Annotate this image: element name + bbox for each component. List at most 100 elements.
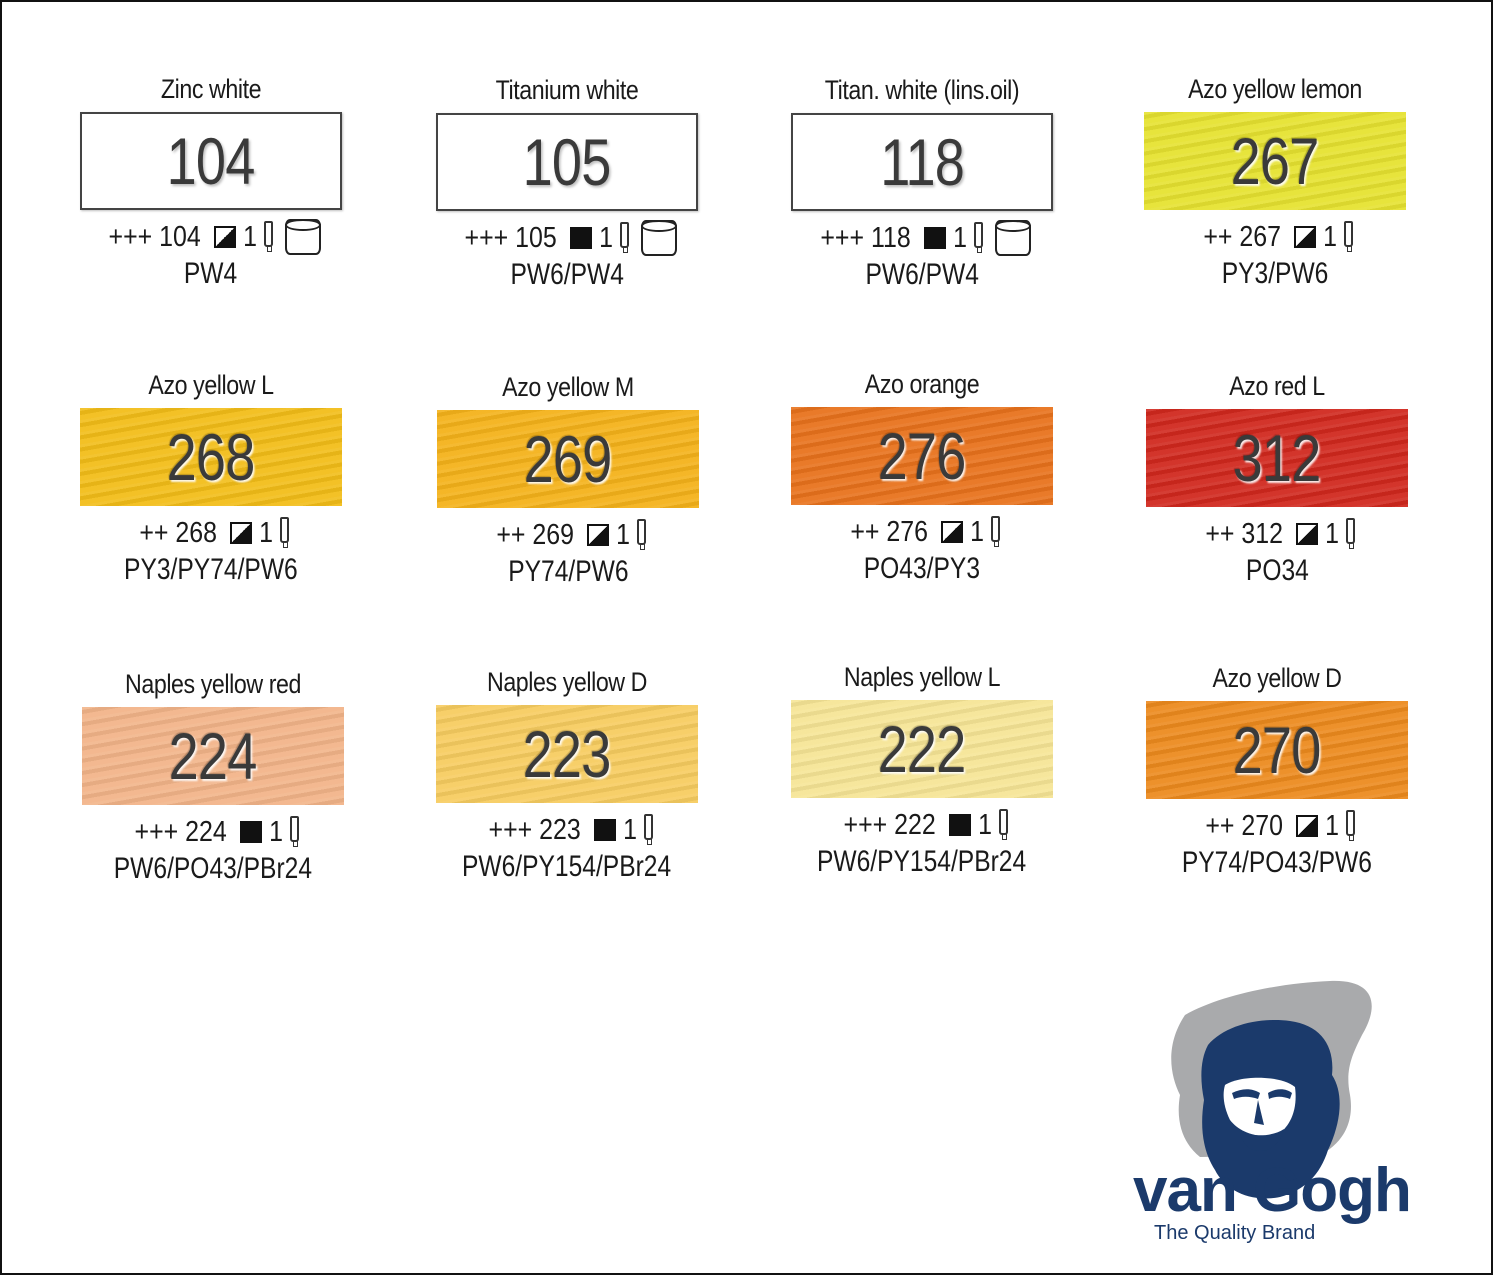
swatch-number: 269 <box>524 422 613 496</box>
swatch-card: Azo orange 276 ++ 276 1 PO43/PY3 <box>791 367 1053 587</box>
swatch-number: 267 <box>1231 124 1320 198</box>
semi-opaque-icon <box>586 524 609 546</box>
series-number: 1 <box>1324 518 1339 550</box>
swatch-info: +++ 118 1 <box>791 219 1053 257</box>
swatch-info: ++ 270 1 <box>1146 807 1408 845</box>
swatch-name: Naples yellow red <box>125 669 301 699</box>
swatch-info: +++ 105 1 <box>436 219 698 257</box>
pigment-code: PY74/PW6 <box>507 555 629 588</box>
rating-and-number: ++ 269 <box>496 519 575 551</box>
semi-opaque-icon <box>940 521 963 543</box>
swatch-number: 222 <box>878 712 967 786</box>
swatch-name: Azo yellow lemon <box>1188 74 1362 104</box>
swatch-card: Naples yellow L 222 +++ 222 1 PW6/PY154/P… <box>791 660 1053 880</box>
color-swatch: 104 <box>80 112 342 210</box>
opaque-icon <box>594 819 617 841</box>
swatch-info: ++ 268 1 <box>80 514 342 552</box>
opaque-icon <box>240 821 263 843</box>
color-swatch: 312 <box>1146 409 1408 507</box>
swatch-info: +++ 104 1 <box>80 218 342 256</box>
swatch-info: +++ 223 1 <box>436 811 698 849</box>
pigment-code: PW6/PO43/PBr24 <box>113 852 313 885</box>
tube-icon <box>636 519 646 550</box>
rating-and-number: ++ 267 <box>1203 221 1282 253</box>
rating-and-number: +++ 223 <box>488 814 581 846</box>
swatch-name: Azo yellow D <box>1212 663 1342 693</box>
color-swatch: 267 <box>1144 112 1406 210</box>
series-number: 1 <box>243 221 258 253</box>
swatch-card: Azo red L 312 ++ 312 1 PO34 <box>1146 369 1408 589</box>
rating-and-number: ++ 276 <box>850 516 929 548</box>
color-swatch: 268 <box>80 408 342 506</box>
rating-and-number: ++ 312 <box>1205 518 1284 550</box>
swatch-info: ++ 312 1 <box>1146 515 1408 553</box>
rating-and-number: +++ 104 <box>108 221 201 253</box>
series-number: 1 <box>1322 221 1337 253</box>
pigment-code: PW6/PW4 <box>865 258 979 291</box>
semi-opaque-icon <box>1295 815 1318 837</box>
swatch-number: 312 <box>1233 421 1322 495</box>
tube-icon <box>1345 518 1355 549</box>
swatch-number: 224 <box>169 719 258 793</box>
swatch-card: Zinc white 104 +++ 104 1 PW4 <box>80 72 342 292</box>
swatch-name: Azo yellow M <box>502 372 634 402</box>
rating-and-number: ++ 268 <box>139 517 218 549</box>
tube-icon <box>620 222 630 253</box>
swatch-info: ++ 267 1 <box>1144 218 1406 256</box>
brand-tagline: The Quality Brand <box>1154 1222 1316 1244</box>
color-swatch: 222 <box>791 700 1053 798</box>
tube-icon <box>264 221 274 252</box>
pigment-code: PO34 <box>1245 554 1309 587</box>
pigment-code: PW6/PY154/PBr24 <box>817 845 1027 878</box>
semi-opaque-icon <box>214 226 237 248</box>
color-swatch: 223 <box>436 705 698 803</box>
series-number: 1 <box>623 814 638 846</box>
opaque-icon <box>923 227 946 249</box>
series-number: 1 <box>978 809 993 841</box>
pigment-code: PY3/PY74/PW6 <box>124 553 298 586</box>
swatch-card: Naples yellow red 224 +++ 224 1 PW6/PO43/… <box>82 667 344 887</box>
color-swatch: 269 <box>437 410 699 508</box>
pigment-code: PW4 <box>184 257 238 290</box>
tube-icon <box>999 809 1009 840</box>
series-number: 1 <box>953 222 967 254</box>
series-number: 1 <box>969 516 984 548</box>
tube-icon <box>990 516 1000 547</box>
swatch-card: Naples yellow D 223 +++ 223 1 PW6/PY154/P… <box>436 665 698 885</box>
swatch-number: 118 <box>880 125 965 199</box>
tube-icon <box>1345 810 1355 841</box>
pigment-code: PW6/PW4 <box>510 258 624 291</box>
swatch-card: Azo yellow lemon 267 ++ 267 1 PY3/PW6 <box>1144 72 1406 292</box>
color-swatch: 105 <box>436 113 698 211</box>
series-number: 1 <box>599 222 614 254</box>
rating-and-number: ++ 270 <box>1205 810 1284 842</box>
swatch-name: Titan. white (lins.oil) <box>824 75 1020 105</box>
swatch-info: ++ 269 1 <box>437 516 699 554</box>
series-number: 1 <box>258 517 273 549</box>
swatch-card: Titanium white 105 +++ 105 1 PW6/PW4 <box>436 73 698 293</box>
swatch-number: 268 <box>167 420 256 494</box>
brand-name: van Gogh <box>1133 1156 1412 1225</box>
color-swatch: 118 <box>791 113 1053 211</box>
rating-and-number: +++ 118 <box>820 222 911 254</box>
rating-and-number: +++ 105 <box>464 222 557 254</box>
swatch-number: 276 <box>878 419 967 493</box>
tin-icon <box>995 220 1032 256</box>
swatch-name: Azo red L <box>1229 371 1325 401</box>
van-gogh-portrait-logo <box>1171 980 1372 1199</box>
series-number: 1 <box>615 519 630 551</box>
swatch-number: 105 <box>523 125 612 199</box>
semi-opaque-icon <box>1293 226 1316 248</box>
tin-icon <box>285 219 322 255</box>
color-swatch: 276 <box>791 407 1053 505</box>
swatch-name: Titanium white <box>495 75 639 105</box>
pigment-code: PY74/PO43/PW6 <box>1181 846 1373 879</box>
series-number: 1 <box>269 816 284 848</box>
rating-and-number: +++ 222 <box>843 809 936 841</box>
tube-icon <box>290 816 300 847</box>
swatch-number: 104 <box>167 124 256 198</box>
swatch-card: Azo yellow D 270 ++ 270 1 PY74/PO43/PW6 <box>1146 661 1408 881</box>
color-swatch: 224 <box>82 707 344 805</box>
swatch-name: Azo yellow L <box>148 370 274 400</box>
semi-opaque-icon <box>229 522 252 544</box>
